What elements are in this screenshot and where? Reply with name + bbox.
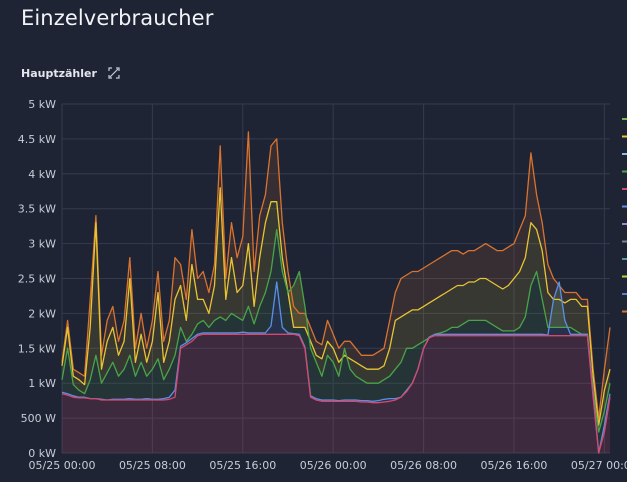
y-tick-label: 1.5 kW xyxy=(18,342,56,355)
x-tick-label: 05/25 16:00 xyxy=(209,459,276,472)
x-tick-label: 05/27 00:00 xyxy=(571,459,627,472)
y-tick-label: 4.5 kW xyxy=(18,133,56,146)
series-area xyxy=(62,334,610,453)
series-line xyxy=(61,228,611,433)
x-tick-label: 05/26 16:00 xyxy=(481,459,548,472)
series-line xyxy=(61,187,611,426)
y-tick-label: 2.5 kW xyxy=(18,273,56,286)
x-tick-label: 05/26 00:00 xyxy=(300,459,367,472)
panel-header: Hauptzähler xyxy=(21,66,121,80)
series-area xyxy=(62,131,610,426)
series-line xyxy=(61,333,611,454)
y-tick-label: 2 kW xyxy=(28,307,56,320)
x-tick-label: 05/25 08:00 xyxy=(119,459,186,472)
y-tick-label: 1 kW xyxy=(28,377,56,390)
x-tick-label: 05/26 08:00 xyxy=(390,459,457,472)
panel-title: Hauptzähler xyxy=(21,66,97,80)
y-tick-label: 3.5 kW xyxy=(18,203,56,216)
y-tick-label: 3 kW xyxy=(28,238,56,251)
series-area xyxy=(62,187,610,433)
x-tick-label: 05/25 00:00 xyxy=(29,459,96,472)
page-title: Einzelverbraucher xyxy=(21,6,214,30)
series-line xyxy=(61,281,611,454)
y-tick-label: 5 kW xyxy=(28,98,56,111)
series-line xyxy=(61,131,611,419)
y-tick-label: 500 W xyxy=(21,412,56,425)
y-tick-label: 4 kW xyxy=(28,168,56,181)
y-tick-label: 0 kW xyxy=(28,447,56,460)
zoom-reset-icon[interactable] xyxy=(107,66,121,80)
